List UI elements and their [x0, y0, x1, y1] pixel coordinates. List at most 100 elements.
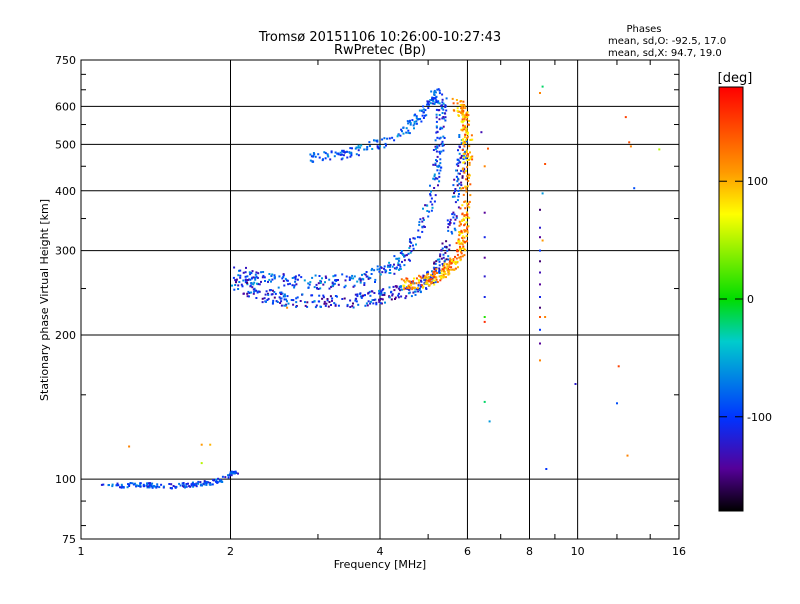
o-mode-point — [418, 223, 421, 226]
x-mode-point — [440, 277, 443, 280]
o-mode-point — [100, 483, 103, 486]
o-mode-point — [427, 103, 430, 105]
o-mode-point — [346, 305, 349, 308]
o-mode-point — [399, 289, 401, 292]
o-mode-point — [422, 105, 425, 108]
o-mode-point — [441, 247, 444, 250]
o-mode-point — [359, 278, 362, 281]
o-mode-point — [459, 161, 462, 164]
o-mode-point — [228, 474, 231, 477]
x-mode-point — [464, 129, 467, 132]
o-mode-point — [423, 278, 426, 281]
x-mode-point — [465, 178, 468, 181]
o-mode-point — [433, 89, 436, 92]
o-mode-point — [397, 292, 400, 295]
o-mode-point — [455, 175, 458, 178]
o-mode-point — [435, 116, 438, 119]
o-mode-point — [439, 253, 442, 256]
o-mode-point — [456, 180, 459, 183]
o-mode-point — [295, 305, 298, 308]
o-mode-point — [349, 306, 352, 308]
o-mode-point — [414, 113, 417, 116]
o-mode-point — [344, 279, 347, 282]
x-mode-point — [466, 135, 469, 138]
o-mode-point — [255, 275, 258, 278]
o-mode-point — [156, 485, 159, 488]
o-mode-point — [374, 281, 376, 283]
o-mode-point — [429, 193, 432, 196]
x-mode-point — [464, 124, 466, 127]
o-mode-point — [421, 114, 424, 117]
x-mode-point — [468, 201, 471, 203]
x-mode-point — [461, 243, 464, 246]
o-mode-point — [334, 279, 336, 282]
o-mode-point — [388, 261, 391, 264]
x-mode-point — [467, 153, 470, 156]
o-mode-point — [340, 158, 343, 161]
x-mode-point — [434, 273, 436, 276]
o-mode-point — [390, 298, 393, 301]
o-mode-point — [441, 104, 444, 107]
o-mode-point — [423, 275, 426, 278]
o-mode-point — [397, 262, 400, 265]
o-mode-point — [356, 280, 359, 283]
o-mode-point — [322, 294, 325, 297]
x-mode-point — [462, 161, 465, 164]
o-mode-point — [408, 247, 411, 249]
x-mode-point — [436, 272, 438, 274]
o-mode-point — [358, 278, 361, 281]
o-mode-point — [444, 106, 447, 108]
o-mode-point — [433, 200, 436, 203]
o-mode-point — [281, 292, 284, 295]
x-mode-point — [471, 158, 474, 161]
o-mode-point — [418, 221, 421, 224]
x-mode-point — [418, 281, 421, 284]
o-mode-point — [350, 152, 353, 155]
o-mode-point — [209, 482, 212, 484]
o-mode-point — [326, 153, 329, 156]
o-mode-point — [355, 300, 358, 303]
scatter-point — [626, 454, 629, 457]
o-mode-point — [441, 101, 444, 104]
scatter-point — [539, 342, 541, 345]
o-mode-point — [429, 194, 432, 197]
x-mode-point — [460, 104, 463, 107]
x-mode-point — [443, 262, 446, 265]
o-mode-point — [422, 117, 425, 119]
o-mode-point — [383, 293, 386, 296]
o-mode-point — [276, 301, 279, 303]
x-mode-point — [467, 203, 470, 206]
o-mode-point — [291, 277, 294, 279]
o-mode-point — [380, 290, 383, 293]
x-mode-point — [468, 216, 471, 219]
o-mode-point — [194, 483, 197, 486]
o-mode-point — [220, 480, 223, 483]
o-mode-point — [440, 257, 443, 260]
o-mode-point — [179, 484, 182, 487]
o-mode-point — [317, 153, 320, 156]
o-mode-point — [389, 264, 392, 266]
o-mode-point — [363, 148, 366, 151]
o-mode-point — [455, 163, 458, 166]
o-mode-point — [254, 289, 257, 292]
o-mode-point — [330, 304, 332, 306]
o-mode-point — [365, 271, 368, 273]
o-mode-point — [295, 301, 298, 304]
o-mode-point — [230, 474, 233, 477]
x-mode-point — [456, 107, 459, 110]
x-mode-point — [463, 224, 466, 227]
x-mode-point — [466, 111, 469, 114]
o-mode-point — [378, 289, 381, 292]
x-mode-point — [442, 266, 445, 269]
o-mode-point — [395, 266, 398, 269]
o-mode-point — [435, 120, 438, 123]
o-mode-point — [446, 219, 449, 222]
x-mode-point — [458, 231, 461, 233]
x-mode-point — [456, 260, 459, 263]
o-mode-point — [439, 162, 442, 165]
o-mode-point — [323, 302, 326, 305]
x-mode-point — [411, 288, 414, 291]
o-mode-point — [269, 289, 272, 291]
x-mode-point — [446, 263, 448, 266]
scatter-point — [629, 145, 632, 148]
